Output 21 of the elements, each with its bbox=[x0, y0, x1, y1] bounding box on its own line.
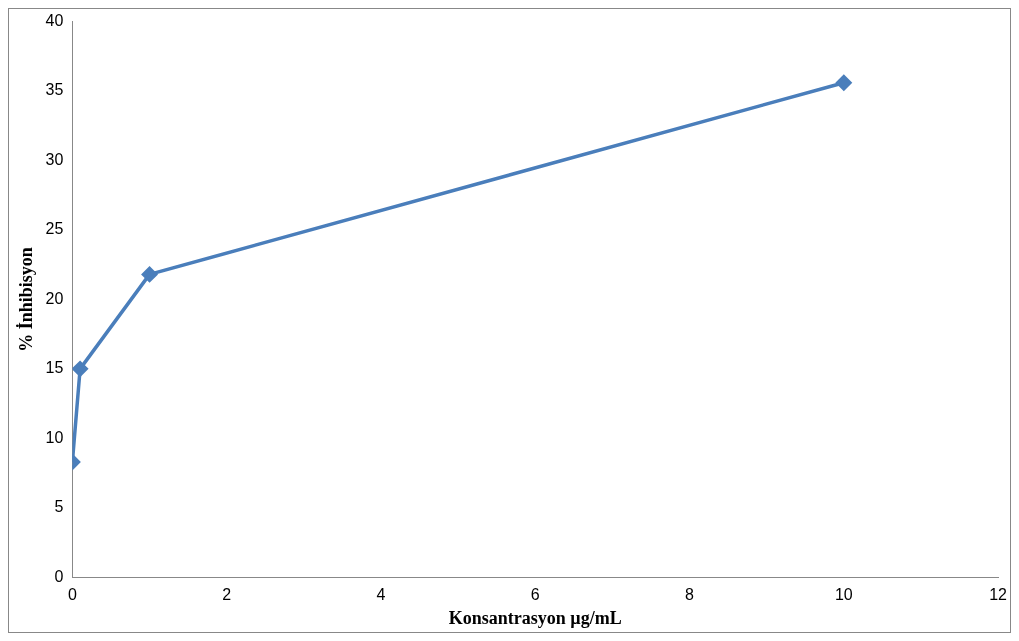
x-axis-title: Konsantrasyon µg/mL bbox=[448, 607, 622, 628]
y-tick-label: 5 bbox=[54, 498, 64, 516]
point bbox=[141, 266, 158, 283]
y-tick-label: 25 bbox=[45, 220, 64, 238]
x-tick-label: 10 bbox=[834, 586, 853, 604]
y-tick-label: 40 bbox=[45, 12, 64, 30]
y-tick-label: 15 bbox=[45, 359, 64, 377]
x-tick-label: 12 bbox=[989, 586, 1008, 604]
x-tick-label: 8 bbox=[685, 586, 695, 604]
x-tick-label: 6 bbox=[530, 586, 540, 604]
y-tick-label: 20 bbox=[45, 289, 64, 307]
y-axis-title: % İnhibisyon bbox=[16, 247, 37, 352]
x-tick-label: 2 bbox=[222, 586, 232, 604]
y-tick-label: 10 bbox=[45, 428, 64, 446]
x-tick-label: 0 bbox=[67, 586, 77, 604]
point bbox=[72, 361, 88, 377]
y-tick-label: 30 bbox=[45, 150, 64, 168]
y-tick-label: 0 bbox=[54, 567, 64, 585]
point bbox=[836, 74, 852, 91]
y-tick-label: 35 bbox=[45, 81, 64, 99]
x-tick-label: 4 bbox=[376, 586, 386, 604]
